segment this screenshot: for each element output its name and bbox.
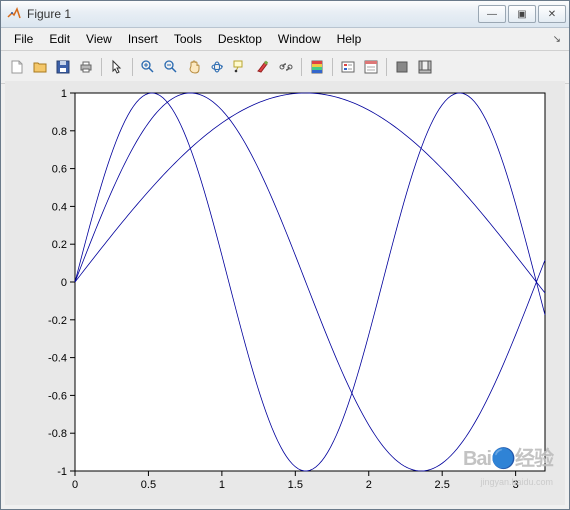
svg-text:0.8: 0.8 xyxy=(52,126,67,138)
zoom-in-icon[interactable] xyxy=(138,57,158,77)
rotate3d-icon[interactable] xyxy=(207,57,227,77)
svg-text:2: 2 xyxy=(366,479,372,491)
svg-text:-0.6: -0.6 xyxy=(48,390,67,402)
menu-desktop[interactable]: Desktop xyxy=(211,30,269,48)
link-icon[interactable] xyxy=(276,57,296,77)
close-button[interactable]: ✕ xyxy=(538,5,566,23)
legend-icon[interactable] xyxy=(338,57,358,77)
axes[interactable]: 0 0.5 1 1.5 2 2.5 3 -1 -0.8 -0.6 -0.4 -0.2 0 0.2 0.4 0.… xyxy=(5,81,565,501)
datatip-icon[interactable] xyxy=(230,57,250,77)
show-plot-tools-icon[interactable] xyxy=(415,57,435,77)
svg-text:0.4: 0.4 xyxy=(52,201,67,213)
matlab-icon xyxy=(6,6,22,22)
title-bar: Figure 1 — ▣ ✕ xyxy=(1,1,569,28)
menu-view[interactable]: View xyxy=(79,30,119,48)
print-icon[interactable] xyxy=(76,57,96,77)
new-figure-icon[interactable] xyxy=(7,57,27,77)
property-inspector-icon[interactable] xyxy=(361,57,381,77)
menu-bar: File Edit View Insert Tools Desktop Wind… xyxy=(1,28,569,51)
svg-text:3: 3 xyxy=(513,479,519,491)
svg-text:0.2: 0.2 xyxy=(52,239,67,251)
hide-plot-tools-icon[interactable] xyxy=(392,57,412,77)
dock-button[interactable]: ↘ xyxy=(546,32,563,47)
svg-text:-0.8: -0.8 xyxy=(48,428,67,440)
svg-text:0.6: 0.6 xyxy=(52,164,67,176)
svg-text:-0.2: -0.2 xyxy=(48,315,67,327)
svg-text:2.5: 2.5 xyxy=(435,479,450,491)
pointer-icon[interactable] xyxy=(107,57,127,77)
save-icon[interactable] xyxy=(53,57,73,77)
svg-text:0: 0 xyxy=(61,277,67,289)
svg-text:-1: -1 xyxy=(57,466,67,478)
open-icon[interactable] xyxy=(30,57,50,77)
maximize-button[interactable]: ▣ xyxy=(508,5,536,23)
window-title: Figure 1 xyxy=(27,7,71,21)
plot-canvas: 0 0.5 1 1.5 2 2.5 3 -1 -0.8 -0.6 -0.4 -0.2 0 0.2 0.4 0.… xyxy=(5,81,565,505)
menu-insert[interactable]: Insert xyxy=(121,30,165,48)
svg-text:0: 0 xyxy=(72,479,78,491)
menu-window[interactable]: Window xyxy=(271,30,328,48)
svg-text:0.5: 0.5 xyxy=(141,479,156,491)
svg-text:1: 1 xyxy=(219,479,225,491)
svg-text:1: 1 xyxy=(61,88,67,100)
window-controls: — ▣ ✕ xyxy=(478,5,566,23)
menu-edit[interactable]: Edit xyxy=(42,30,77,48)
brush-icon[interactable] xyxy=(253,57,273,77)
minimize-button[interactable]: — xyxy=(478,5,506,23)
pan-icon[interactable] xyxy=(184,57,204,77)
menu-file[interactable]: File xyxy=(7,30,40,48)
toolbar xyxy=(1,51,569,84)
menu-tools[interactable]: Tools xyxy=(167,30,209,48)
colorbar-icon[interactable] xyxy=(307,57,327,77)
svg-text:-0.4: -0.4 xyxy=(48,353,67,365)
svg-text:1.5: 1.5 xyxy=(288,479,303,491)
zoom-out-icon[interactable] xyxy=(161,57,181,77)
figure-window: Figure 1 — ▣ ✕ File Edit View Insert Too… xyxy=(0,0,570,510)
menu-help[interactable]: Help xyxy=(330,30,369,48)
